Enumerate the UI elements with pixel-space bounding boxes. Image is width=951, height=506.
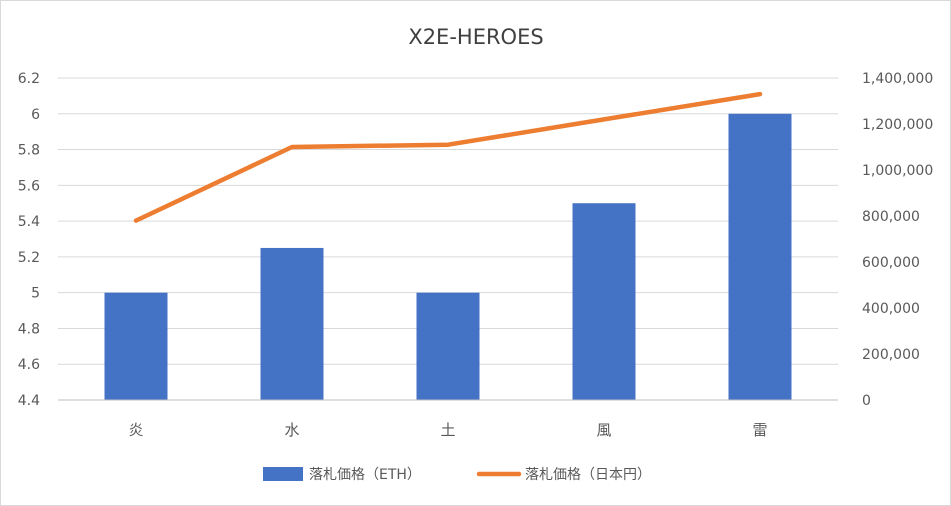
line-series <box>133 91 763 223</box>
right-tick-label: 600,000 <box>862 255 920 271</box>
legend-label-eth: 落札価格（ETH） <box>309 467 421 483</box>
gridlines <box>58 77 838 365</box>
right-tick-label: 0 <box>862 393 871 409</box>
left-tick-label: 4.6 <box>18 357 40 373</box>
category-labels: 炎水土風雷 <box>128 421 767 439</box>
left-tick-label: 5.8 <box>18 143 40 159</box>
left-tick-label: 5.4 <box>18 214 40 230</box>
bar-風 <box>572 203 636 400</box>
right-tick-label: 1,000,000 <box>862 163 933 179</box>
left-tick-label: 4.8 <box>18 321 40 337</box>
bar-土 <box>416 292 480 400</box>
bar-series <box>104 113 792 401</box>
right-tick-label: 400,000 <box>862 301 920 317</box>
category-label: 炎 <box>128 421 143 439</box>
right-tick-label: 800,000 <box>862 209 920 225</box>
left-tick-label: 6 <box>31 107 40 123</box>
left-tick-label: 6.2 <box>18 71 40 87</box>
category-label: 風 <box>596 421 611 439</box>
legend-swatch-eth <box>263 467 303 481</box>
left-axis-ticks: 4.4 4.6 4.8 5 5.2 5.4 5.6 5.8 6 6.2 <box>18 71 40 409</box>
category-label: 土 <box>440 421 455 439</box>
left-tick-label: 4.4 <box>18 393 40 409</box>
bar-雷 <box>728 113 792 401</box>
legend: 落札価格（ETH） 落札価格（日本円） <box>263 467 651 483</box>
line-jpy <box>133 91 763 223</box>
legend-label-jpy: 落札価格（日本円） <box>525 467 651 483</box>
left-tick-label: 5.6 <box>18 178 40 194</box>
category-label: 雷 <box>752 421 767 439</box>
chart-title: X2E-HEROES <box>408 25 543 49</box>
right-tick-label: 1,200,000 <box>862 117 933 133</box>
right-tick-label: 1,400,000 <box>862 71 933 87</box>
bar-水 <box>260 247 324 400</box>
bar-炎 <box>104 292 168 400</box>
left-tick-label: 5 <box>31 286 40 302</box>
right-axis-ticks: 0 200,000 400,000 600,000 800,000 1,000,000 1,… <box>862 71 933 409</box>
right-tick-label: 200,000 <box>862 347 920 363</box>
category-label: 水 <box>284 421 299 439</box>
left-tick-label: 5.2 <box>18 250 40 266</box>
